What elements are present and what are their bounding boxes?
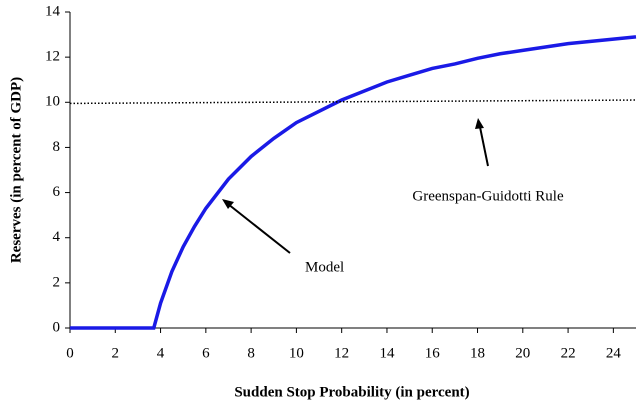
x-tick-label: 0 [66,345,74,361]
x-tick-label: 14 [379,345,395,361]
x-tick-label: 8 [247,345,255,361]
y-tick-label: 2 [53,274,61,290]
y-axis-title: Reserves (in percent of GDP) [8,77,24,263]
x-tick-label: 12 [334,345,349,361]
x-tick-label: 24 [606,345,622,361]
y-tick-label: 14 [45,3,61,19]
x-tick-label: 18 [470,345,485,361]
data-line [69,99,637,105]
data-line [70,35,637,330]
x-axis-title: Sudden Stop Probability (in percent) [234,384,469,400]
x-tick-label: 4 [157,345,165,361]
y-tick-label: 0 [53,319,61,335]
y-tick-label: 10 [45,94,60,110]
annotation: Model [305,259,344,275]
y-tick-label: 12 [45,49,60,65]
x-tick-label: 20 [515,345,530,361]
x-tick-label: 10 [289,345,304,361]
x-tick-label: 2 [112,345,120,361]
annotation-arrow [227,203,291,254]
y-tick-label: 6 [53,184,61,200]
y-tick-label: 4 [53,229,61,245]
x-tick-label: 6 [202,345,210,361]
x-tick-label: 16 [425,345,441,361]
annotation-arrow [479,126,489,167]
y-tick-label: 8 [53,139,61,155]
annotation-arrowhead [222,199,234,209]
annotation: Greenspan-Guidotti Rule [412,188,564,204]
annotation-arrowhead [475,118,484,129]
x-tick-label: 22 [561,345,576,361]
